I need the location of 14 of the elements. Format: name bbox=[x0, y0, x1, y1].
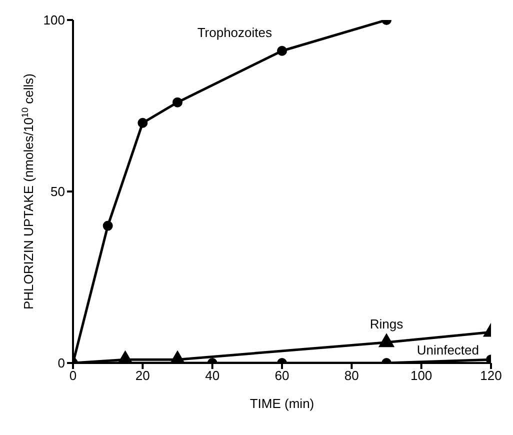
x-tick-label: 40 bbox=[205, 368, 220, 384]
x-tick-label: 80 bbox=[344, 368, 359, 384]
x-axis-title: TIME (min) bbox=[250, 396, 314, 411]
series-label: Trophozoites bbox=[197, 24, 272, 40]
x-tick-label: 100 bbox=[410, 368, 432, 384]
y-tick-label: 50 bbox=[50, 184, 65, 200]
x-tick-label: 60 bbox=[274, 368, 290, 384]
y-tick-label: 0 bbox=[58, 356, 65, 371]
series-label: Rings bbox=[370, 316, 404, 332]
y-tick-label: 100 bbox=[43, 12, 65, 28]
x-tick-label: 20 bbox=[135, 368, 150, 384]
x-tick-label: 0 bbox=[69, 368, 77, 384]
x-tick-label: 120 bbox=[480, 368, 502, 384]
series-label: Uninfected bbox=[416, 342, 479, 358]
